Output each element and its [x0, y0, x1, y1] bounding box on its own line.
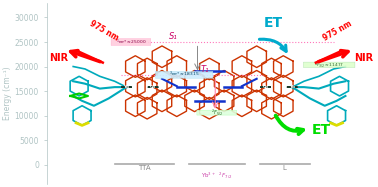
Text: T₁: T₁: [201, 65, 209, 74]
Text: TTA: TTA: [138, 165, 150, 171]
Y-axis label: Energy (cm⁻¹): Energy (cm⁻¹): [3, 67, 12, 120]
Text: NIR: NIR: [354, 53, 373, 63]
Text: NIR: NIR: [50, 53, 69, 63]
Text: Cd: Cd: [150, 85, 156, 89]
Text: ET: ET: [263, 16, 282, 30]
FancyBboxPatch shape: [197, 110, 237, 115]
Text: $^2F_{5/2}$: $^2F_{5/2}$: [211, 108, 223, 117]
Text: $^1\pi\pi$*$\approx$25000: $^1\pi\pi$*$\approx$25000: [116, 37, 146, 47]
Text: ET: ET: [312, 123, 332, 137]
Text: S₁: S₁: [169, 32, 178, 41]
Text: Yb$^{3+}$  $^2F_{7/2}$: Yb$^{3+}$ $^2F_{7/2}$: [201, 171, 232, 180]
Text: $^4F_{3/2}$$\approx$11477: $^4F_{3/2}$$\approx$11477: [314, 60, 344, 70]
Text: $^3\pi\pi$*$\approx$18315: $^3\pi\pi$*$\approx$18315: [169, 70, 200, 79]
Text: Cd: Cd: [263, 85, 268, 89]
Text: Yb: Yb: [124, 85, 130, 89]
Text: Yb: Yb: [289, 85, 295, 89]
FancyBboxPatch shape: [155, 71, 213, 78]
Text: L: L: [283, 165, 287, 171]
FancyBboxPatch shape: [304, 62, 355, 68]
FancyBboxPatch shape: [111, 39, 151, 45]
Text: 975 nm: 975 nm: [322, 19, 354, 43]
Text: 975 nm: 975 nm: [88, 19, 120, 43]
